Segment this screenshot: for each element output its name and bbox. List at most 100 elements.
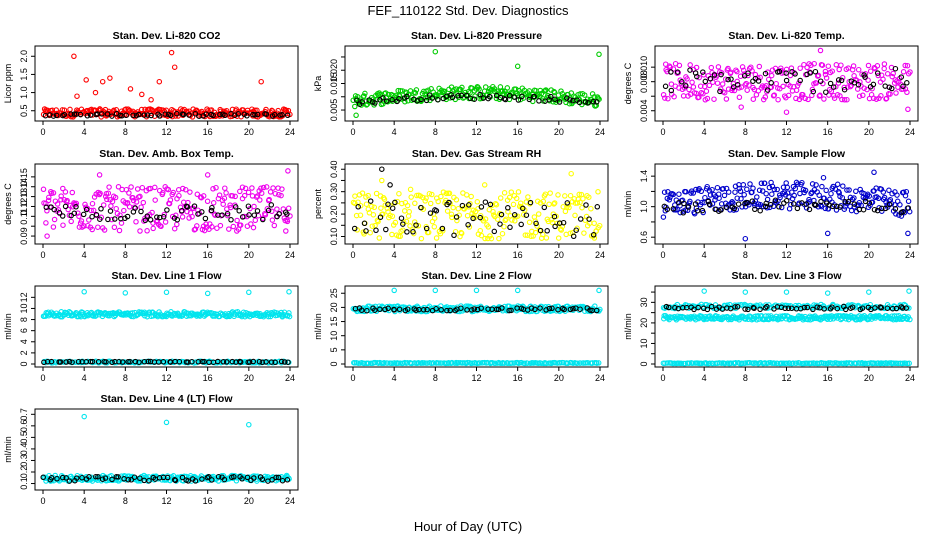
data-point-hourly xyxy=(749,198,756,204)
data-point-all xyxy=(900,69,907,75)
data-point-hourly xyxy=(144,213,151,219)
data-point-all xyxy=(108,203,114,209)
data-point-hourly xyxy=(427,210,434,216)
data-point-hourly xyxy=(564,200,571,206)
data-point-hourly xyxy=(136,359,142,365)
data-point-all xyxy=(732,189,738,195)
data-point-all xyxy=(661,189,668,195)
data-point-hourly xyxy=(477,214,483,221)
data-point-all xyxy=(893,211,899,217)
data-point-all xyxy=(86,217,92,223)
data-point-all xyxy=(522,232,529,238)
data-point-hourly xyxy=(199,209,205,215)
data-point-hourly xyxy=(389,205,396,211)
data-point-hourly xyxy=(544,228,550,234)
data-point-low xyxy=(787,360,793,367)
y-axis-label: kPa xyxy=(313,76,323,92)
data-point-hourly xyxy=(144,112,151,118)
data-point-hourly xyxy=(131,474,138,480)
data-point-all xyxy=(133,219,139,225)
data-point-hourly xyxy=(886,201,893,208)
data-point-all xyxy=(878,93,884,99)
data-point-all xyxy=(58,197,64,203)
data-point-all xyxy=(822,68,829,75)
data-point-hourly xyxy=(453,214,460,220)
data-point-all xyxy=(402,98,408,105)
data-point-all xyxy=(394,198,401,205)
data-point-all xyxy=(876,205,882,211)
outlier-point xyxy=(246,421,252,428)
data-point-all xyxy=(44,208,50,214)
data-point-all xyxy=(769,191,775,197)
data-point-hourly xyxy=(590,232,597,238)
panel-title: Stan. Dev. Line 3 Flow xyxy=(731,270,842,282)
data-point-all xyxy=(897,202,903,208)
data-point-low xyxy=(381,360,387,366)
x-tick-label: 4 xyxy=(392,127,397,137)
data-point-all xyxy=(75,210,81,216)
data-point-hourly xyxy=(455,93,461,99)
y-tick-label: 0.004 xyxy=(639,99,649,122)
data-point-hourly xyxy=(668,69,674,75)
data-point-hourly xyxy=(136,111,142,118)
data-point-hourly xyxy=(202,215,209,222)
data-point-all xyxy=(525,194,531,200)
data-point-hourly xyxy=(199,358,205,365)
data-point-hourly xyxy=(548,93,554,100)
data-point-all xyxy=(517,200,524,206)
data-point-all xyxy=(373,190,380,197)
outlier-point xyxy=(866,289,872,295)
data-point-hourly xyxy=(239,476,245,482)
data-point-hourly xyxy=(141,358,148,365)
data-point-all xyxy=(725,65,731,72)
x-tick-label: 0 xyxy=(40,496,45,506)
data-point-all xyxy=(113,205,119,212)
data-point-hourly xyxy=(164,474,171,481)
data-point-all xyxy=(260,184,267,191)
x-tick-label: 0 xyxy=(660,373,665,383)
data-point-hourly xyxy=(109,359,115,366)
data-point-hourly xyxy=(717,88,723,95)
data-point-hourly xyxy=(377,214,384,220)
y-tick-label: 0.5 xyxy=(19,104,29,117)
data-point-low xyxy=(783,360,790,367)
data-point-all xyxy=(739,204,745,210)
y-axis-label: degrees C xyxy=(3,183,13,225)
data-point-all xyxy=(851,195,857,201)
points xyxy=(40,49,293,120)
data-point-hourly xyxy=(511,212,518,218)
data-point-hourly xyxy=(71,111,78,117)
data-point-all xyxy=(226,226,232,232)
data-point-all xyxy=(670,191,677,198)
data-point-all xyxy=(771,186,778,193)
data-point-all xyxy=(187,189,193,195)
data-point-hourly xyxy=(752,206,758,213)
data-point-hourly xyxy=(835,77,842,83)
data-point-all xyxy=(887,91,893,97)
x-tick-label: 24 xyxy=(905,127,915,137)
data-point-all xyxy=(361,93,367,99)
data-point-hourly xyxy=(552,223,558,230)
data-point-hourly xyxy=(804,304,811,311)
data-point-low xyxy=(862,360,869,367)
data-point-all xyxy=(792,185,799,192)
data-point-hourly xyxy=(429,95,436,101)
data-point-all xyxy=(744,87,750,93)
data-point-all xyxy=(109,198,116,205)
data-point-all xyxy=(560,204,566,210)
data-point-all xyxy=(773,80,779,87)
data-point-all xyxy=(873,96,880,102)
data-point-hourly xyxy=(398,215,405,221)
data-point-all xyxy=(482,216,489,222)
data-point-all xyxy=(271,222,278,229)
data-point-all xyxy=(174,221,180,228)
panel-title: Stan. Dev. Li-820 Pressure xyxy=(411,30,542,42)
data-point-hourly xyxy=(482,199,489,205)
x-tick-label: 20 xyxy=(864,250,874,260)
data-point-all xyxy=(543,235,550,241)
x-tick-label: 8 xyxy=(123,496,128,506)
data-point-hourly xyxy=(246,212,252,218)
data-point-hourly xyxy=(95,473,101,480)
data-point-all xyxy=(591,220,597,227)
x-tick-label: 24 xyxy=(595,127,605,137)
